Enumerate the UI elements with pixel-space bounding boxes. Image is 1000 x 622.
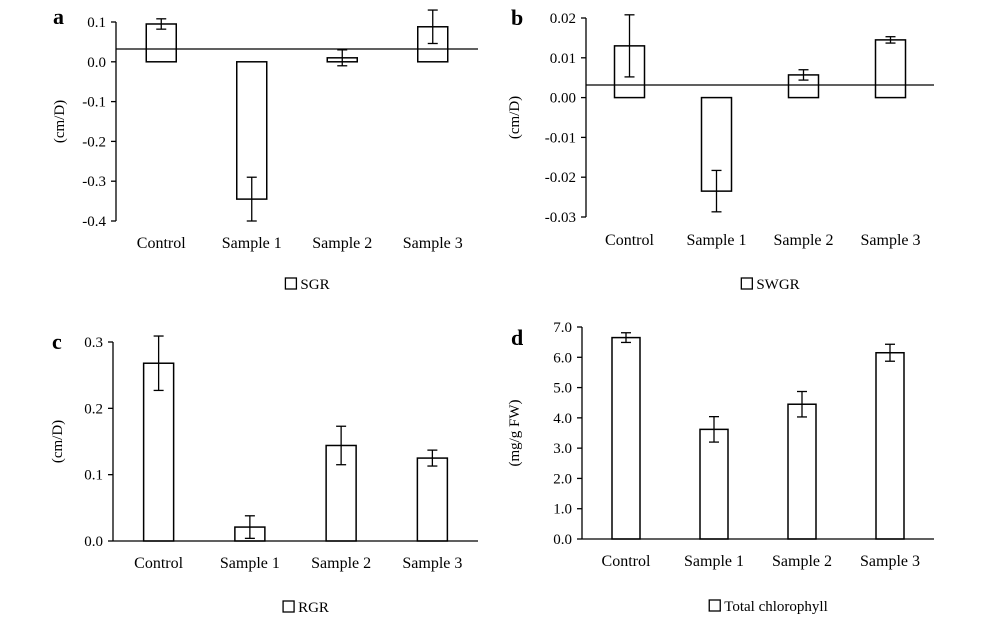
y-tick-label: -0.02 xyxy=(545,170,576,186)
y-axis-label: (cm/D) xyxy=(52,100,68,143)
chart-panel-a: a 0.1 0.0 -0.1 -0.2 -0.3 -0.4 (cm/D) Control Samp… xyxy=(52,4,478,293)
y-tick-label: -0.4 xyxy=(82,214,106,230)
y-tick-label: 0.00 xyxy=(550,91,576,107)
legend-label: RGR xyxy=(298,600,329,616)
chart-panel-d: d 7.0 6.0 5.0 4.0 3.0 2.0 1.0 0.0 (mg/g FW) Contro… xyxy=(507,320,934,615)
y-tick-label: 0.01 xyxy=(550,51,576,67)
y-tick-label: 2.0 xyxy=(553,471,572,487)
y-tick-label: 7.0 xyxy=(553,320,572,336)
legend-swatch xyxy=(740,277,753,290)
y-tick-label: 0.02 xyxy=(550,11,576,27)
x-tick-label: Sample 3 xyxy=(860,553,920,570)
x-tick-label: Sample 3 xyxy=(402,555,462,572)
y-axis-label: (cm/D) xyxy=(50,420,66,463)
x-tick-label: Sample 3 xyxy=(861,232,921,249)
y-tick-label: -0.2 xyxy=(82,134,106,150)
y-axis-label: (cm/D) xyxy=(507,96,523,139)
panel-label: c xyxy=(52,329,62,354)
x-tick-label: Sample 2 xyxy=(311,555,371,572)
bar xyxy=(875,351,905,540)
bar xyxy=(236,61,268,200)
x-tick-label: Sample 1 xyxy=(684,553,744,570)
x-tick-label: Control xyxy=(602,553,651,570)
y-tick-label: 0.1 xyxy=(87,15,106,31)
y-tick-label: 0.0 xyxy=(87,55,106,71)
y-tick-label: 0.1 xyxy=(84,468,103,484)
chart-panel-b: b 0.02 0.01 0.00 -0.01 -0.02 -0.03 (cm/D) Contro… xyxy=(507,5,934,293)
y-tick-label: 4.0 xyxy=(553,411,572,427)
x-tick-label: Sample 1 xyxy=(220,555,280,572)
y-tick-label: 1.0 xyxy=(553,502,572,518)
x-tick-label: Sample 2 xyxy=(772,553,832,570)
x-tick-label: Sample 3 xyxy=(403,235,463,252)
y-tick-label: 0.3 xyxy=(84,335,103,351)
x-tick-label: Control xyxy=(137,235,186,252)
bar xyxy=(874,39,907,99)
y-tick-label: 0.0 xyxy=(84,534,103,550)
legend-swatch xyxy=(284,277,298,290)
x-tick-label: Sample 2 xyxy=(312,235,372,252)
y-tick-label: -0.3 xyxy=(82,174,106,190)
bar xyxy=(142,362,175,542)
y-tick-label: 0.2 xyxy=(84,401,103,417)
panel-label: d xyxy=(511,325,523,350)
legend-label: Total chlorophyll xyxy=(724,599,828,615)
y-tick-label: 6.0 xyxy=(553,350,572,366)
x-tick-label: Control xyxy=(134,555,183,572)
legend-swatch xyxy=(708,599,721,612)
chart-panel-c: c 0.3 0.2 0.1 0.0 (cm/D) Control Sample 1 Sample… xyxy=(50,329,478,616)
legend-label: SWGR xyxy=(756,277,799,293)
y-tick-label: -0.03 xyxy=(545,210,576,226)
panel-label: a xyxy=(53,4,64,29)
y-axis-label: (mg/g FW) xyxy=(507,399,523,466)
x-tick-label: Sample 1 xyxy=(222,235,282,252)
y-tick-label: -0.1 xyxy=(82,95,106,111)
x-tick-label: Sample 2 xyxy=(774,232,834,249)
y-tick-label: 0.0 xyxy=(553,532,572,548)
x-tick-label: Sample 1 xyxy=(687,232,747,249)
panel-label: b xyxy=(511,5,523,30)
bar xyxy=(416,457,449,542)
y-tick-label: -0.01 xyxy=(545,130,576,146)
bar xyxy=(145,23,177,63)
bar xyxy=(611,336,641,540)
y-tick-label: 3.0 xyxy=(553,441,572,457)
bar xyxy=(787,403,817,540)
y-tick-label: 5.0 xyxy=(553,381,572,397)
x-tick-label: Control xyxy=(605,232,654,249)
legend-label: SGR xyxy=(300,277,329,293)
bar xyxy=(699,428,729,540)
legend-swatch xyxy=(282,600,295,613)
